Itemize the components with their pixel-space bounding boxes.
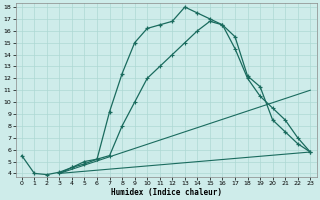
X-axis label: Humidex (Indice chaleur): Humidex (Indice chaleur) — [110, 188, 221, 197]
